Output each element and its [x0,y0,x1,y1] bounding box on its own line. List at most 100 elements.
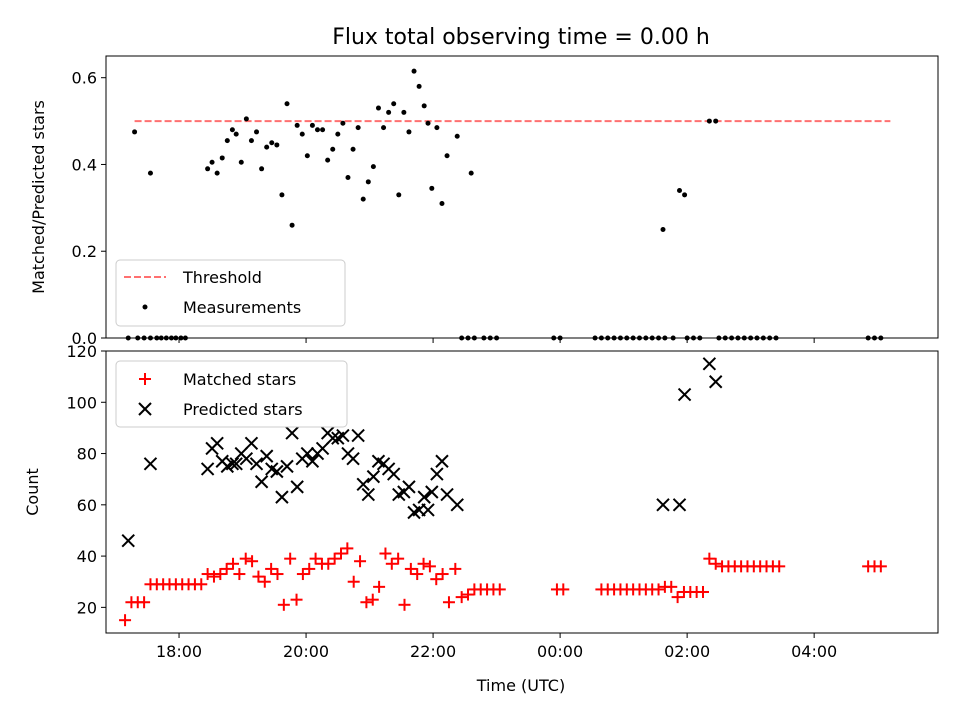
x-tick-label: 04:00 [791,642,837,661]
predicted-stars-point [229,457,243,471]
top-y-ticks: 0.0 0.2 0.4 0.6 [72,69,106,348]
matched-stars-point [493,583,506,596]
measurement-point [381,125,387,131]
predicted-stars-point [249,457,264,471]
matched-stars-point [258,575,271,588]
predicted-stars-point [677,387,692,402]
predicted-stars-point [386,467,401,481]
top-y-tick-label: 0.4 [72,155,97,174]
measurement-point [274,142,280,148]
measurement-point [233,131,239,137]
predicted-stars-point [430,467,444,481]
top-plot-frame [105,55,939,339]
matched-stars-point [671,591,684,604]
measurement-point [214,170,220,176]
measurement-point [677,187,683,193]
top-panel: 0.0 0.2 0.4 0.6 Matched/Predicted stars Thr… [29,55,939,348]
measurement-point [386,109,392,115]
measurement-point [391,101,397,107]
matched-stars-point [290,593,303,606]
bottom-y-ticks: 20 40 60 80 100 120 [66,342,106,617]
matched-stars-point [398,598,411,611]
matched-stars-point [303,562,316,575]
measurement-point [264,144,270,150]
measurement-point [294,122,300,128]
measurement-point [375,105,381,111]
matched-stars-point [423,560,436,573]
matched-stars-point [341,542,354,555]
matched-stars-point [773,560,786,573]
measurement-point [314,127,320,133]
matched-stars-point [436,568,449,581]
predicted-stars-point [402,480,416,494]
measurement-point [299,131,305,137]
measurement-point [248,138,254,144]
bottom-y-axis-label: Count [23,468,42,516]
measurement-point [309,122,315,128]
matched-stars-point [366,593,379,606]
bottom-y-tick-label: 120 [66,342,97,361]
top-y-tick-label: 0.2 [72,242,97,261]
predicted-stars-point [239,451,254,466]
measurement-point [340,120,346,126]
measurement-point [304,153,310,159]
x-tick-label: 00:00 [537,642,583,661]
bottom-data-marks [119,357,887,627]
matched-stars-point [195,578,208,591]
matched-stars-point [411,568,424,581]
matched-stars-point [138,596,151,609]
measurement-point [468,170,474,176]
matched-stars-point [392,552,405,565]
measurement-point [345,174,351,180]
measurement-point [425,120,431,126]
measurement-point [219,155,225,161]
predicted-stars-point [200,462,215,476]
measurement-point [370,164,376,170]
measurement-point [335,131,341,137]
measurement-point [682,192,688,198]
predicted-stars-point [290,480,304,494]
matched-stars-point [347,575,360,588]
matched-stars-point [277,598,290,611]
legend-matched-label: Matched stars [183,370,296,389]
predicted-stars-point [440,487,454,502]
legend-predicted-label: Predicted stars [183,400,303,419]
measurement-point [355,125,361,131]
matched-stars-point [874,560,887,573]
measurement-point [243,116,249,122]
measurement-point [284,101,290,107]
x-tick-label: 02:00 [664,642,710,661]
matched-stars-point [354,555,367,568]
matched-stars-point [665,580,678,593]
chart-title: Flux total observing time = 0.00 h [332,25,710,50]
measurement-point [444,153,450,159]
predicted-stars-point [315,441,330,456]
bottom-y-tick-label: 80 [77,445,97,464]
predicted-stars-point [425,485,439,499]
matched-stars-point [703,552,716,565]
matched-stars-point [455,591,468,604]
matched-stars-point [119,614,132,627]
measurement-point [147,170,153,176]
matched-stars-point [449,562,462,575]
x-axis-label: Time (UTC) [476,676,565,695]
bottom-y-tick-label: 20 [77,598,97,617]
matched-stars-point [214,568,227,581]
predicted-stars-point [244,436,259,450]
measurement-point [429,185,435,191]
predicted-stars-point [270,464,284,479]
top-y-tick-label: 0.0 [72,329,97,348]
bottom-plot-frame [105,350,939,634]
measurement-point [132,129,138,135]
matched-stars-point [709,557,722,570]
measurement-point [434,125,440,131]
measurement-point [224,138,230,144]
measurement-point [350,146,356,152]
predicted-stars-point [300,446,315,461]
matched-stars-point [220,562,233,575]
bottom-legend: Matched stars Predicted stars [115,360,348,428]
matched-stars-point [239,552,252,565]
bottom-y-tick-label: 40 [77,547,97,566]
predicted-stars-point [280,459,294,474]
matched-stars-point [207,570,220,583]
